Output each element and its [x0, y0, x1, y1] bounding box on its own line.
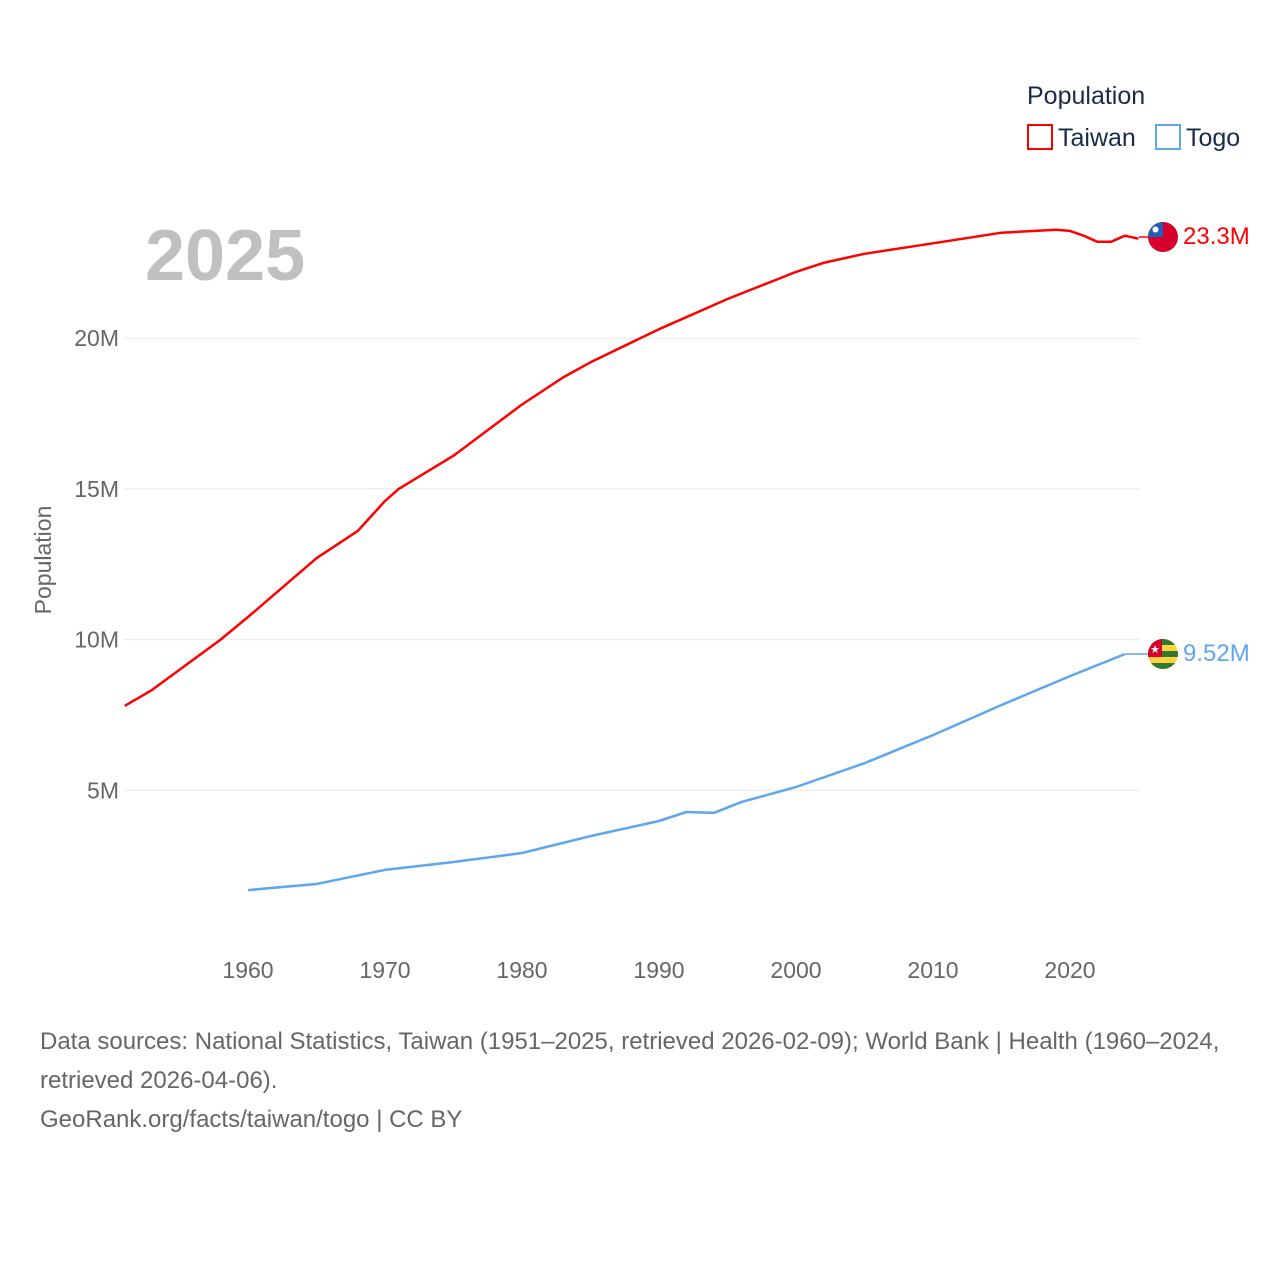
- data-sources: Data sources: National Statistics, Taiwa…: [40, 1028, 1220, 1094]
- y-tick-label: 20M: [74, 325, 119, 351]
- x-tick-label: 1960: [222, 957, 273, 983]
- y-axis-label: Population: [30, 506, 56, 615]
- legend-title: Population: [1027, 82, 1145, 110]
- legend-swatch-togo: [1155, 124, 1181, 150]
- svg-text:★: ★: [1150, 644, 1160, 656]
- legend-item-taiwan[interactable]: Taiwan: [1027, 124, 1136, 152]
- taiwan-flag-icon: [1148, 222, 1178, 252]
- taiwan-end-label: 23.3M: [1183, 223, 1250, 250]
- y-tick-label: 5M: [87, 777, 119, 803]
- x-tick-label: 1980: [496, 957, 547, 983]
- x-tick-label: 2010: [907, 957, 958, 983]
- series-line-taiwan: [124, 228, 1139, 707]
- x-tick-label: 1970: [359, 957, 410, 983]
- footer: Data sources: National Statistics, Taiwa…: [40, 1022, 1250, 1139]
- x-tick-label: 2000: [770, 957, 821, 983]
- line-chart: 5M 10M 15M 20M 1960 1970 1980 1990 2000 2010 2020…: [30, 82, 1250, 983]
- togo-end-label: 9.52M: [1183, 640, 1250, 667]
- year-label: 2025: [145, 216, 305, 296]
- legend-item-togo[interactable]: Togo: [1155, 124, 1240, 152]
- y-tick-label: 15M: [74, 476, 119, 502]
- x-tick-label: 1990: [633, 957, 684, 983]
- togo-flag-icon: ★: [1148, 639, 1178, 669]
- attribution-link[interactable]: GeoRank.org/facts/taiwan/togo | CC BY: [40, 1106, 463, 1133]
- legend-label-togo: Togo: [1186, 124, 1240, 152]
- series-line-togo: [247, 652, 1126, 892]
- y-tick-label: 10M: [74, 627, 119, 653]
- legend-label-taiwan: Taiwan: [1058, 124, 1136, 152]
- legend-swatch-taiwan: [1027, 124, 1053, 150]
- x-tick-label: 2020: [1044, 957, 1095, 983]
